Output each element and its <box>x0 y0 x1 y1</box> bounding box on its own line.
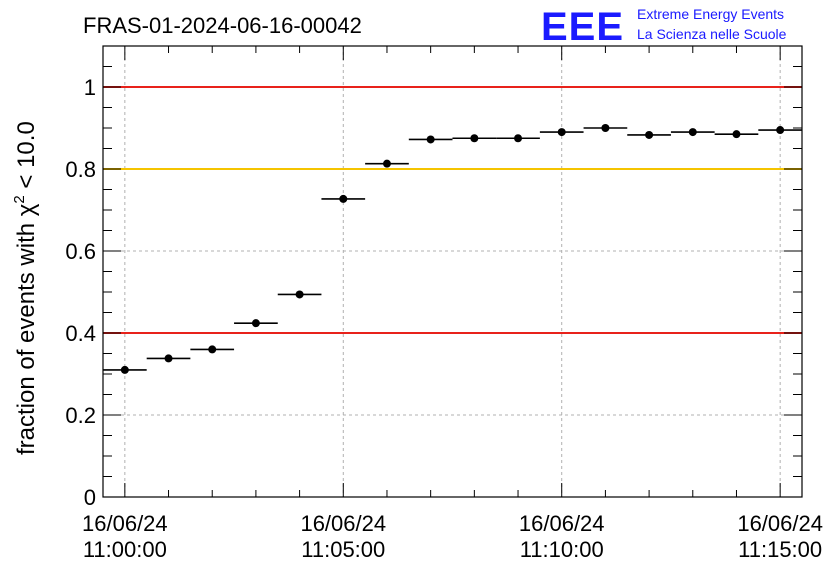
data-points <box>103 124 802 374</box>
data-point <box>776 126 785 135</box>
y-tick-label: 0 <box>84 485 96 510</box>
data-point <box>295 290 304 299</box>
x-tick-label-date: 16/06/24 <box>82 511 168 536</box>
data-point-group <box>758 126 802 135</box>
y-tick-label: 0.4 <box>65 321 96 346</box>
x-tick-labels: 16/06/2411:00:0016/06/2411:05:0016/06/24… <box>82 511 823 562</box>
data-point <box>164 354 173 363</box>
x-tick-label-date: 16/06/24 <box>300 511 386 536</box>
y-axis-label-rest: < 10.0 <box>13 121 40 195</box>
logo-line-2: La Scienza nelle Scuole <box>637 26 787 42</box>
x-tick-label-date: 16/06/24 <box>737 511 823 536</box>
x-tick-label-date: 16/06/24 <box>519 511 605 536</box>
data-point <box>645 130 654 139</box>
data-point-group <box>190 345 235 354</box>
data-point-group <box>496 134 540 143</box>
y-tick-label: 1 <box>84 75 96 100</box>
data-point <box>514 134 523 143</box>
x-tick-label-time: 11:05:00 <box>301 537 385 562</box>
data-point-group <box>408 135 453 144</box>
data-point <box>208 345 217 354</box>
data-point <box>382 159 391 168</box>
data-point-group <box>103 365 147 374</box>
grid-lines <box>103 46 802 497</box>
logo-line-1: Extreme Energy Events <box>637 6 784 22</box>
y-tick-label: 0.6 <box>65 239 96 264</box>
y-axis-label-main: fraction of events with χ <box>13 203 40 455</box>
plot-frame <box>102 45 803 498</box>
x-tick-label-time: 11:10:00 <box>520 537 604 562</box>
data-point <box>601 124 610 132</box>
x-tick-label-time: 11:00:00 <box>83 537 167 562</box>
data-point-group <box>627 130 671 139</box>
eee-logo: EEE Extreme Energy Events La Scienza nel… <box>541 5 787 49</box>
y-tick-label: 0.2 <box>65 403 96 428</box>
y-tick-label: 0.8 <box>65 157 96 182</box>
data-point-group <box>452 134 497 143</box>
data-point-group <box>277 290 322 299</box>
data-point <box>120 365 129 374</box>
chart-title: FRAS-01-2024-06-16-00042 <box>83 13 362 38</box>
data-point-group <box>365 159 409 168</box>
axis-ticks <box>103 45 802 498</box>
data-point <box>732 130 741 139</box>
data-point <box>251 319 260 328</box>
threshold-lines <box>103 86 802 334</box>
data-point <box>470 134 479 143</box>
data-point-group <box>583 124 628 132</box>
y-tick-labels: 0 0.2 0.4 0.6 0.8 1 <box>65 75 96 510</box>
data-point-group <box>539 128 584 137</box>
data-point <box>557 128 566 137</box>
data-point <box>426 135 435 144</box>
y-axis-label: fraction of events with χ2 < 10.0 <box>11 121 40 455</box>
data-point-group <box>146 354 191 363</box>
data-point <box>339 194 348 203</box>
y-axis-label-sup: 2 <box>11 195 28 203</box>
data-point-group <box>714 130 759 139</box>
x-tick-label-time: 11:15:00 <box>738 537 822 562</box>
data-point <box>688 128 697 137</box>
logo-text: EEE <box>541 5 624 49</box>
data-point-group <box>670 128 715 137</box>
data-point-group <box>234 319 278 328</box>
data-point-group <box>321 194 366 203</box>
